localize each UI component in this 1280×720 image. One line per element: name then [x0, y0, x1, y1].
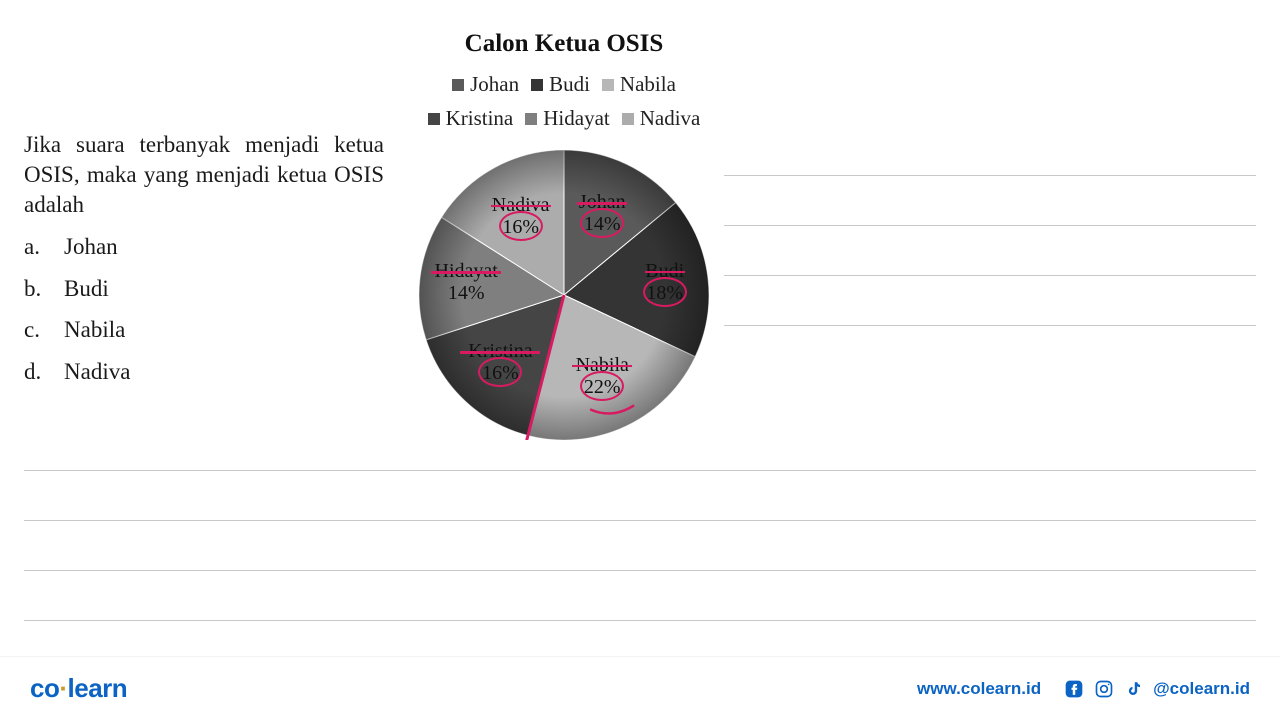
legend-row-0: Johan Budi Nabila — [414, 68, 714, 102]
instagram-icon[interactable] — [1093, 678, 1115, 700]
brand-dot: · — [59, 673, 67, 703]
footer-right: www.colearn.id @colearn.id — [917, 678, 1250, 700]
rule-full-1 — [24, 520, 1256, 570]
chart-title: Calon Ketua OSIS — [414, 30, 714, 58]
brand-right: learn — [68, 673, 128, 703]
legend-item-nabila: Nabila — [602, 68, 676, 102]
annotation-circle-nadiva — [499, 211, 543, 241]
question-text: Jika suara terbanyak menjadi ketua OSIS,… — [24, 130, 384, 220]
legend-item-kristina: Kristina — [428, 102, 514, 136]
pie-label-hidayat: Hidayat14% — [435, 260, 498, 304]
footer-handle[interactable]: @colearn.id — [1153, 679, 1250, 699]
option-0: a.Johan — [24, 232, 384, 262]
content-area: Jika suara terbanyak menjadi ketua OSIS,… — [24, 30, 1256, 650]
ruled-lines-right — [724, 175, 1256, 375]
options-list: a.Johanb.Budic.Nabilad.Nadiva — [24, 232, 384, 388]
option-1: b.Budi — [24, 274, 384, 304]
annotation-strike-kristina — [460, 351, 540, 354]
option-label: Nabila — [64, 315, 125, 345]
question-block: Jika suara terbanyak menjadi ketua OSIS,… — [24, 130, 384, 387]
social-group: @colearn.id — [1063, 678, 1250, 700]
ruled-lines-full — [24, 470, 1256, 670]
option-label: Budi — [64, 274, 109, 304]
annotation-strike-nabila — [572, 365, 632, 368]
chart-legend: Johan Budi Nabila Kristina Hidayat Nadiva — [414, 68, 714, 136]
option-label: Johan — [64, 232, 118, 262]
rule-right-1 — [724, 225, 1256, 275]
annotation-strike-johan — [577, 202, 627, 205]
legend-item-johan: Johan — [452, 68, 519, 102]
legend-item-nadiva: Nadiva — [622, 102, 701, 136]
tiktok-icon[interactable] — [1123, 678, 1145, 700]
brand-logo: co·learn — [30, 673, 127, 704]
option-letter: d. — [24, 357, 64, 387]
annotation-circle-johan — [580, 208, 624, 238]
footer: co·learn www.colearn.id @colearn.id — [0, 656, 1280, 720]
rule-right-3 — [724, 325, 1256, 375]
legend-item-budi: Budi — [531, 68, 590, 102]
option-letter: b. — [24, 274, 64, 304]
annotation-strike-nadiva — [491, 205, 551, 208]
option-letter: c. — [24, 315, 64, 345]
footer-url[interactable]: www.colearn.id — [917, 679, 1041, 699]
chart-block: Calon Ketua OSIS JohanBudiNabilaKristina… — [414, 30, 714, 440]
option-3: d.Nadiva — [24, 357, 384, 387]
annotation-strike-budi — [645, 271, 685, 274]
rule-right-0 — [724, 175, 1256, 225]
option-label: Nadiva — [64, 357, 130, 387]
facebook-icon[interactable] — [1063, 678, 1085, 700]
annotation-circle-kristina — [478, 357, 522, 387]
legend-row-1: Kristina Hidayat Nadiva — [414, 102, 714, 136]
option-letter: a. — [24, 232, 64, 262]
pie-chart: Johan14%Budi18%Nabila22%Kristina16%Hiday… — [419, 150, 709, 440]
legend-item-hidayat: Hidayat — [525, 102, 609, 136]
rule-full-0 — [24, 470, 1256, 520]
rule-right-2 — [724, 275, 1256, 325]
rule-full-2 — [24, 570, 1256, 620]
annotation-circle-nabila — [580, 371, 624, 401]
brand-left: co — [30, 673, 59, 703]
annotation-circle-budi — [643, 277, 687, 307]
option-2: c.Nabila — [24, 315, 384, 345]
annotation-strike-hidayat — [431, 271, 501, 274]
